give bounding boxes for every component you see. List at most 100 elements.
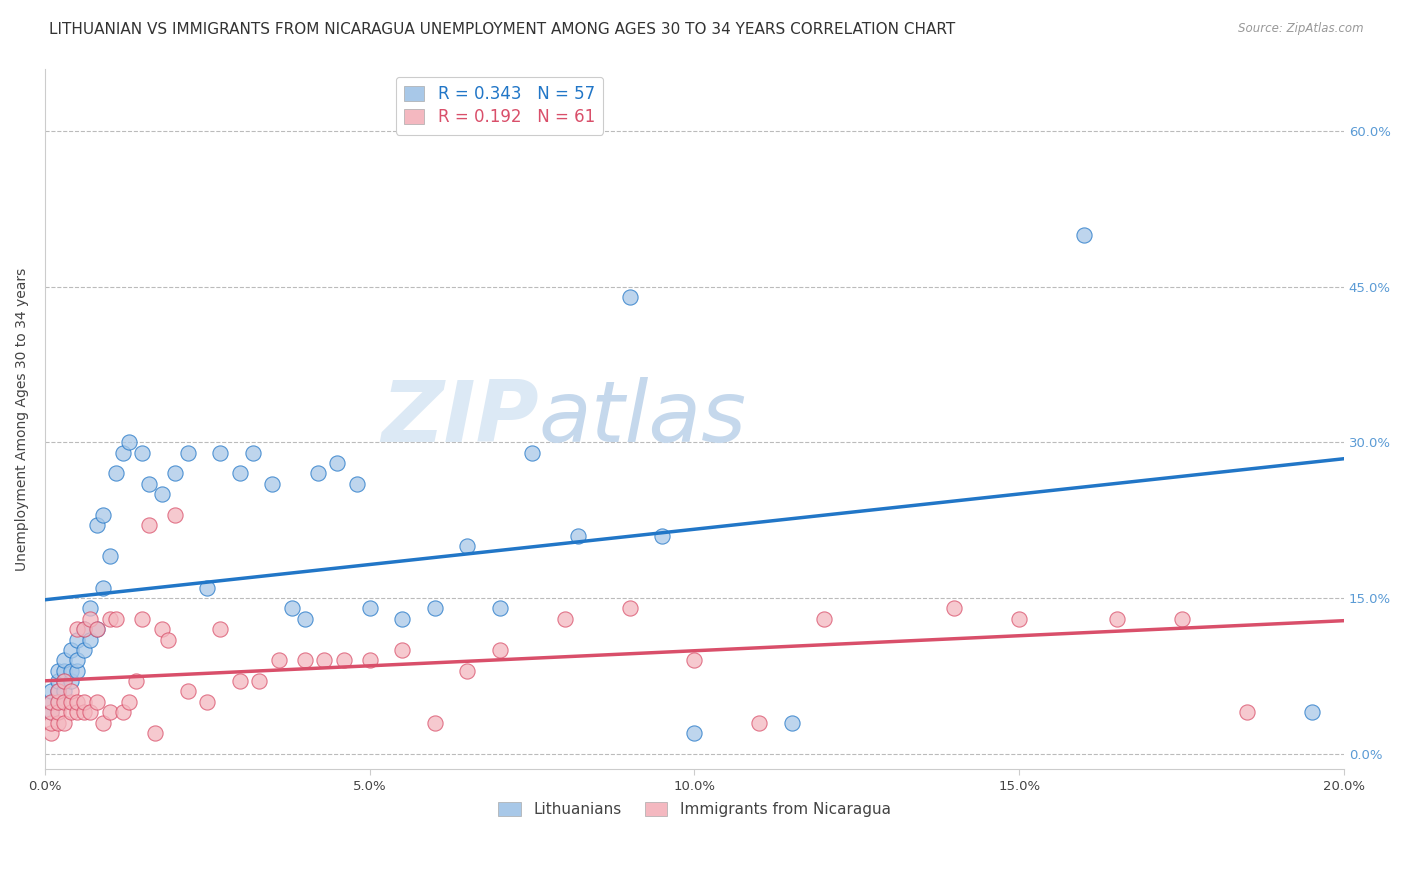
- Point: [138, 518, 160, 533]
- Point: [41, 695, 63, 709]
- Point: [66, 653, 89, 667]
- Point: [177, 445, 200, 459]
- Point: [683, 726, 706, 740]
- Point: [488, 643, 510, 657]
- Point: [93, 508, 115, 522]
- Point: [209, 445, 232, 459]
- Point: [131, 612, 153, 626]
- Point: [651, 529, 673, 543]
- Point: [41, 715, 63, 730]
- Point: [1073, 227, 1095, 242]
- Point: [332, 653, 354, 667]
- Text: LITHUANIAN VS IMMIGRANTS FROM NICARAGUA UNEMPLOYMENT AMONG AGES 30 TO 34 YEARS C: LITHUANIAN VS IMMIGRANTS FROM NICARAGUA …: [49, 22, 956, 37]
- Point: [59, 674, 82, 689]
- Point: [41, 684, 63, 698]
- Point: [619, 290, 641, 304]
- Point: [86, 622, 108, 636]
- Point: [118, 695, 141, 709]
- Point: [46, 715, 69, 730]
- Point: [66, 632, 89, 647]
- Point: [73, 622, 96, 636]
- Point: [93, 581, 115, 595]
- Point: [59, 643, 82, 657]
- Point: [138, 476, 160, 491]
- Point: [59, 684, 82, 698]
- Point: [73, 643, 96, 657]
- Point: [46, 705, 69, 719]
- Point: [423, 715, 446, 730]
- Point: [86, 622, 108, 636]
- Point: [294, 612, 316, 626]
- Y-axis label: Unemployment Among Ages 30 to 34 years: Unemployment Among Ages 30 to 34 years: [15, 268, 30, 571]
- Point: [567, 529, 589, 543]
- Point: [59, 695, 82, 709]
- Point: [46, 695, 69, 709]
- Text: atlas: atlas: [538, 377, 747, 460]
- Point: [46, 664, 69, 678]
- Point: [66, 705, 89, 719]
- Point: [111, 445, 134, 459]
- Point: [41, 705, 63, 719]
- Point: [131, 445, 153, 459]
- Point: [423, 601, 446, 615]
- Point: [247, 674, 270, 689]
- Point: [53, 715, 76, 730]
- Point: [943, 601, 966, 615]
- Point: [391, 643, 413, 657]
- Point: [267, 653, 290, 667]
- Point: [326, 456, 349, 470]
- Point: [242, 445, 264, 459]
- Point: [346, 476, 368, 491]
- Point: [98, 705, 121, 719]
- Point: [53, 664, 76, 678]
- Point: [1008, 612, 1031, 626]
- Point: [554, 612, 576, 626]
- Point: [66, 695, 89, 709]
- Point: [1105, 612, 1128, 626]
- Point: [79, 705, 101, 719]
- Point: [46, 674, 69, 689]
- Point: [98, 612, 121, 626]
- Point: [73, 705, 96, 719]
- Point: [488, 601, 510, 615]
- Point: [163, 508, 186, 522]
- Point: [86, 518, 108, 533]
- Point: [79, 612, 101, 626]
- Point: [281, 601, 304, 615]
- Point: [145, 726, 167, 740]
- Point: [359, 601, 381, 615]
- Point: [748, 715, 770, 730]
- Point: [456, 664, 478, 678]
- Point: [314, 653, 336, 667]
- Point: [59, 705, 82, 719]
- Point: [1301, 705, 1323, 719]
- Point: [66, 622, 89, 636]
- Point: [195, 695, 218, 709]
- Point: [229, 467, 252, 481]
- Point: [41, 705, 63, 719]
- Point: [1236, 705, 1258, 719]
- Point: [125, 674, 148, 689]
- Point: [262, 476, 284, 491]
- Point: [53, 674, 76, 689]
- Point: [46, 684, 69, 698]
- Point: [177, 684, 200, 698]
- Point: [619, 601, 641, 615]
- Point: [66, 664, 89, 678]
- Point: [93, 715, 115, 730]
- Point: [53, 684, 76, 698]
- Point: [73, 622, 96, 636]
- Legend: Lithuanians, Immigrants from Nicaragua: Lithuanians, Immigrants from Nicaragua: [491, 795, 898, 825]
- Point: [111, 705, 134, 719]
- Point: [456, 539, 478, 553]
- Point: [163, 467, 186, 481]
- Point: [150, 487, 173, 501]
- Point: [86, 695, 108, 709]
- Point: [1170, 612, 1192, 626]
- Point: [195, 581, 218, 595]
- Point: [683, 653, 706, 667]
- Point: [41, 726, 63, 740]
- Point: [229, 674, 252, 689]
- Point: [59, 664, 82, 678]
- Point: [53, 653, 76, 667]
